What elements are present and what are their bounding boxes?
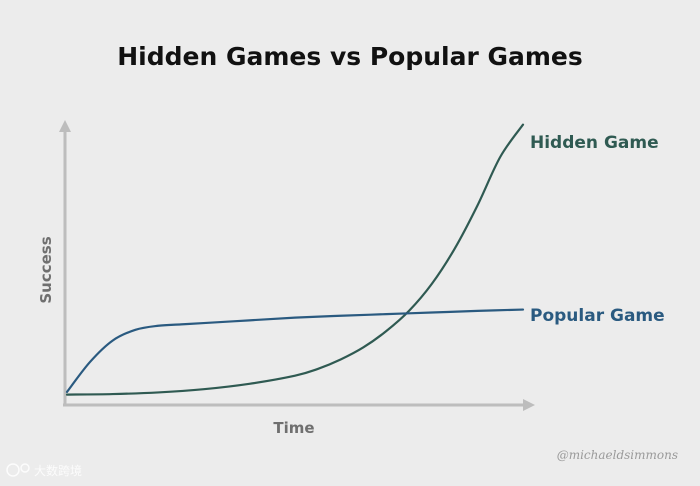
series-line-popular-game xyxy=(65,308,525,393)
series-line-hidden-game xyxy=(65,123,525,396)
watermark-logo-icon xyxy=(6,463,30,477)
x-axis-arrow xyxy=(523,399,535,411)
credit-handle: @michaeldsimmons xyxy=(557,448,678,462)
series-layer xyxy=(65,123,525,396)
series-label-hidden-game: Hidden Game xyxy=(530,133,659,153)
y-axis-label: Success xyxy=(37,236,55,303)
x-axis-label: Time xyxy=(273,419,314,437)
watermark-text: 大数跨境 xyxy=(34,463,82,478)
axes xyxy=(59,120,535,411)
series-label-popular-game: Popular Game xyxy=(530,306,665,326)
watermark: 大数跨境 xyxy=(6,463,82,478)
chart-title: Hidden Games vs Popular Games xyxy=(117,42,583,71)
y-axis-arrow xyxy=(59,120,71,132)
